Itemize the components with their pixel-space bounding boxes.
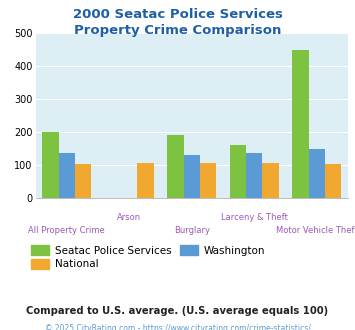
Bar [246,153,262,198]
Bar [308,148,325,198]
Bar [200,163,216,198]
Legend: Seatac Police Services, National, Washington: Seatac Police Services, National, Washin… [27,241,269,274]
Text: Compared to U.S. average. (U.S. average equals 100): Compared to U.S. average. (U.S. average … [26,306,329,316]
Bar [325,164,341,198]
Text: Burglary: Burglary [174,226,210,235]
Text: Motor Vehicle Theft: Motor Vehicle Theft [276,226,355,235]
Text: Arson: Arson [117,213,141,222]
Text: 2000 Seatac Police Services
Property Crime Comparison: 2000 Seatac Police Services Property Cri… [72,8,283,37]
Bar [167,135,184,198]
Bar [59,153,75,198]
Bar [137,163,154,198]
Bar [292,50,308,198]
Bar [184,155,200,198]
Bar [75,164,91,198]
Bar [42,132,59,198]
Text: Larceny & Theft: Larceny & Theft [221,213,288,222]
Text: © 2025 CityRating.com - https://www.cityrating.com/crime-statistics/: © 2025 CityRating.com - https://www.city… [45,324,310,330]
Bar [262,163,279,198]
Text: All Property Crime: All Property Crime [28,226,105,235]
Bar [230,145,246,198]
